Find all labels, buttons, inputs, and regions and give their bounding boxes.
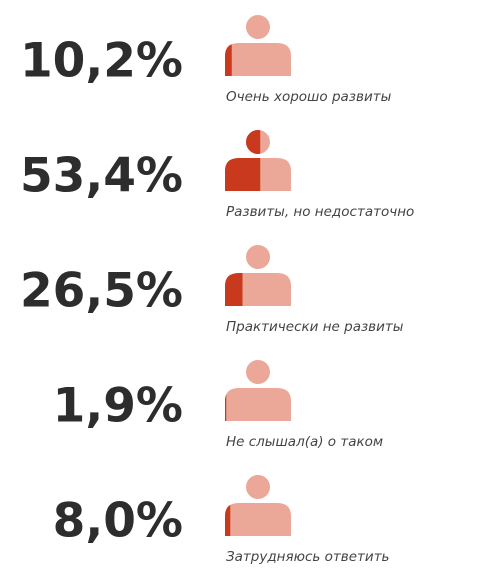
person-icon	[225, 360, 291, 421]
person-fill	[225, 130, 261, 191]
category-label: Практически не развиты	[226, 319, 404, 335]
person-icon	[225, 15, 291, 76]
person-icon	[225, 475, 291, 536]
category-label: Развиты, но недостаточно	[226, 204, 414, 220]
category-label: Не слышал(а) о таком	[226, 434, 383, 450]
value-label: 8,0%	[53, 494, 183, 549]
person-fill	[225, 475, 231, 536]
person-fill	[225, 245, 243, 306]
value-label: 10,2%	[20, 34, 183, 89]
person-fill	[225, 360, 227, 421]
category-label: Очень хорошо развиты	[226, 89, 392, 105]
person-fill	[225, 15, 232, 76]
value-label: 26,5%	[20, 264, 183, 319]
category-label: Затрудняюсь ответить	[226, 549, 390, 565]
value-label: 53,4%	[20, 149, 183, 204]
value-label: 1,9%	[53, 379, 183, 434]
